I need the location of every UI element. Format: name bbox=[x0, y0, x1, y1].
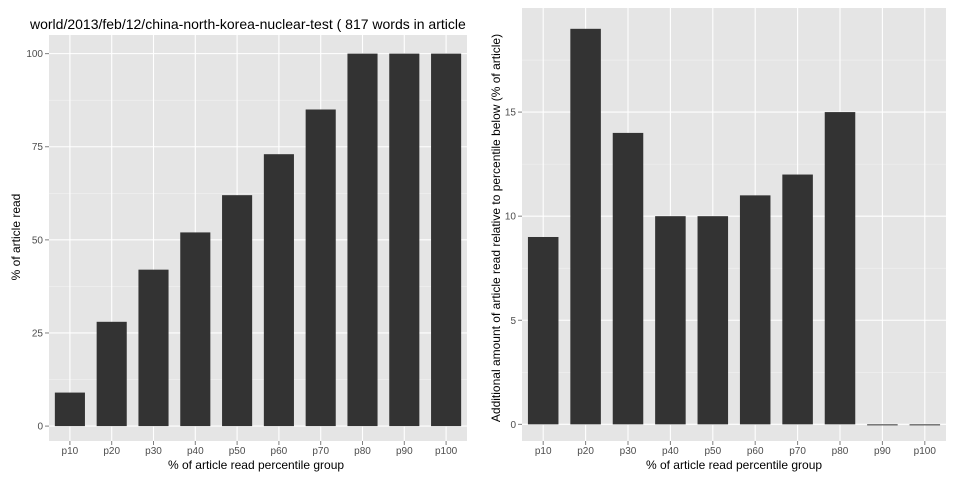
left-bar-p50 bbox=[222, 195, 253, 427]
right-x-tick-label: p60 bbox=[747, 446, 764, 457]
right-bar-p50 bbox=[697, 216, 729, 425]
left-y-tick-label: 50 bbox=[32, 235, 44, 246]
right-x-tick-label: p50 bbox=[704, 446, 721, 457]
left-y-tick-label: 75 bbox=[32, 142, 44, 153]
right-y-axis-title: Additional amount of article read relati… bbox=[489, 34, 503, 422]
left-x-tick-label: p70 bbox=[312, 446, 329, 457]
left-y-tick-label: 0 bbox=[37, 422, 43, 433]
chart-title: world/2013/feb/12/china-north-korea-nucl… bbox=[29, 16, 466, 32]
right-x-tick-label: p90 bbox=[874, 446, 891, 457]
right-x-tick-label: p30 bbox=[620, 446, 637, 457]
left-x-tick-label: p60 bbox=[271, 446, 288, 457]
left-x-tick-label: p10 bbox=[62, 446, 79, 457]
right-x-tick-label: p80 bbox=[832, 446, 849, 457]
right-bar-p70 bbox=[782, 174, 813, 425]
right-bar-p20 bbox=[570, 28, 601, 425]
left-y-axis-title: % of article read bbox=[9, 194, 23, 281]
right-bar-p10 bbox=[527, 236, 559, 425]
right-bar-p80 bbox=[824, 112, 856, 425]
right-y-tick-label: 0 bbox=[510, 420, 516, 431]
right-x-tick-label: p40 bbox=[662, 446, 679, 457]
left-y-tick-label: 100 bbox=[26, 49, 43, 60]
left-x-tick-label: p50 bbox=[229, 446, 246, 457]
left-bar-p40 bbox=[180, 232, 211, 427]
right-y-tick-label: 10 bbox=[505, 212, 517, 223]
right-bar-p90 bbox=[867, 424, 898, 426]
right-x-tick-label: p100 bbox=[914, 446, 937, 457]
left-bar-p10 bbox=[54, 392, 85, 427]
left-bar-chart-panel: 0 25 50 75 100 p10 p20 p30 p40 p50 p60 p70 p80 p90 p10… bbox=[26, 35, 467, 457]
right-x-tick-label: p10 bbox=[535, 446, 552, 457]
left-bar-p70 bbox=[305, 109, 336, 427]
right-y-tick-label: 15 bbox=[505, 108, 517, 119]
left-bar-p90 bbox=[389, 53, 420, 427]
left-y-tick-label: 25 bbox=[32, 328, 44, 339]
left-x-axis-title: % of article read percentile group bbox=[168, 458, 344, 472]
left-x-tick-label: p100 bbox=[435, 446, 458, 457]
left-x-tick-label: p30 bbox=[145, 446, 162, 457]
left-bar-p30 bbox=[138, 269, 169, 427]
right-bar-chart-panel: 0 5 10 15 p10 p20 p30 p40 p50 p60 p70 p80 p90 p100 bbox=[505, 8, 946, 457]
left-bar-p60 bbox=[263, 154, 294, 427]
left-x-tick-label: p20 bbox=[103, 446, 120, 457]
right-bar-p60 bbox=[739, 195, 771, 425]
left-x-tick-label: p90 bbox=[396, 446, 413, 457]
right-x-tick-label: p70 bbox=[789, 446, 806, 457]
right-bar-p100 bbox=[909, 424, 941, 426]
right-bar-p40 bbox=[655, 216, 686, 425]
left-bar-p80 bbox=[347, 53, 378, 427]
left-bar-p20 bbox=[96, 321, 127, 427]
right-x-tick-label: p20 bbox=[577, 446, 594, 457]
right-x-axis-title: % of article read percentile group bbox=[646, 458, 822, 472]
right-bar-p30 bbox=[612, 132, 644, 425]
left-x-tick-label: p40 bbox=[187, 446, 204, 457]
left-x-tick-label: p80 bbox=[354, 446, 371, 457]
right-y-tick-label: 5 bbox=[510, 316, 516, 327]
left-bar-p100 bbox=[431, 53, 462, 427]
